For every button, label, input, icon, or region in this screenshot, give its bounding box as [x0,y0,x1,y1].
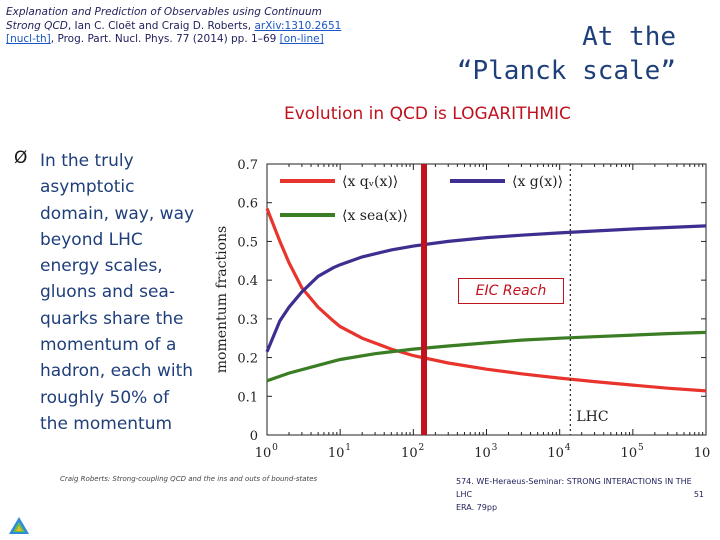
y-axis-label: momentum fractions [214,226,230,373]
legend-label-qv: ⟨x qᵥ(x)⟩ [342,174,398,190]
headline-line2: “Planck scale” [456,56,676,86]
chart-axes [266,163,707,436]
series-qv-line [265,207,707,393]
chart-labels: 00.10.20.30.40.50.60.710 0 10 1 10 2 10 3 10 4 10 5… [214,158,710,461]
footer-left: Craig Roberts: Strong-coupling QCD and t… [60,475,318,483]
bullet-arrow-icon: Ø [14,148,28,168]
lhc-label: LHC [576,409,608,425]
institution-logo-icon [9,517,29,534]
y-tick-label: 0.6 [237,197,258,212]
x-tick-exponent: 3 [492,443,498,453]
x-tick-label: 10 [694,446,710,461]
series-sea-line [266,330,707,383]
y-tick-label: 0.4 [237,274,258,289]
nucl-th-link[interactable]: [nucl-th] [6,33,51,45]
reference-strong-qcd: Strong QCD [6,19,68,32]
momentum-fraction-chart: ⟨x qᵥ(x)⟩ ⟨x g(x)⟩ ⟨x sea(x)⟩ 0 0.1 0.2 0.3 0.… [214,158,710,461]
series-g-line [265,224,707,353]
y-tick-label: 0.1 [237,390,258,405]
y-tick-label: 0.2 [237,352,258,367]
reference-line1: Explanation and Prediction of Observable… [6,6,322,18]
legend-label-sea: ⟨x sea(x)⟩ [342,208,408,224]
x-tick-label: 10 [401,446,418,461]
headline-line1: At the [582,22,676,52]
reference-citation: Explanation and Prediction of Observable… [6,6,366,47]
x-tick-label: 10 [621,446,638,461]
footer-right: 574. WE-Heraeus-Seminar: STRONG INTERACT… [456,475,710,514]
y-tick-label: 0.3 [237,313,258,328]
reference-authors: , Ian C. Cloët and Craig D. Roberts, [67,19,255,32]
y-tick-label: 0.7 [237,158,258,173]
y-tick-label: 0 [250,429,258,444]
headline: At the “Planck scale” [457,20,676,88]
chart-series [265,164,707,435]
x-tick-label: 10 [255,446,272,461]
chart-legend: ⟨x qᵥ(x)⟩ ⟨x g(x)⟩ ⟨x sea(x)⟩ [280,174,563,224]
x-tick-label: 10 [547,446,564,461]
slide-number: 51 [693,490,704,499]
legend-label-g: ⟨x g(x)⟩ [512,174,563,190]
x-tick-exponent: 0 [272,443,278,453]
online-link[interactable]: [on-line] [279,33,324,45]
x-tick-label: 10 [474,446,491,461]
x-tick-exponent: 2 [418,443,424,453]
reference-journal: , Prog. Part. Nucl. Phys. 77 (2014) pp. … [50,33,280,45]
footer-era: ERA. 79pp [456,503,498,512]
bullet-text: In the truly asymptotic domain, way, way… [40,151,195,434]
footer-seminar: 574. WE-Heraeus-Seminar: STRONG INTERACT… [456,477,692,499]
x-tick-exponent: 5 [638,443,644,453]
eic-reach-label: EIC Reach [458,278,564,304]
arxiv-link[interactable]: arXiv:1310.2651 [254,19,342,32]
x-tick-exponent: 4 [565,443,571,453]
slide-subtitle: Evolution in QCD is LOGARITHMIC [284,104,571,124]
y-tick-label: 0.5 [237,235,258,250]
x-tick-exponent: 1 [345,443,351,453]
x-tick-label: 10 [328,446,345,461]
